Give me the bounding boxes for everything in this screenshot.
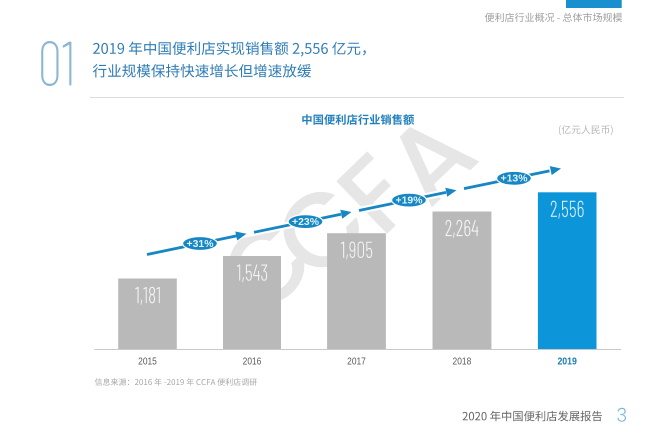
svg-text:+19%: +19% <box>396 195 423 206</box>
svg-text:2015: 2015 <box>138 357 157 368</box>
svg-text:+13%: +13% <box>501 174 528 185</box>
svg-text:2016: 2016 <box>243 357 262 368</box>
svg-text:2019: 2019 <box>557 357 577 368</box>
svg-text:2017: 2017 <box>347 357 366 368</box>
svg-text:+23%: +23% <box>292 217 319 228</box>
svg-text:2018: 2018 <box>453 357 472 368</box>
svg-text:+31%: +31% <box>187 239 214 250</box>
